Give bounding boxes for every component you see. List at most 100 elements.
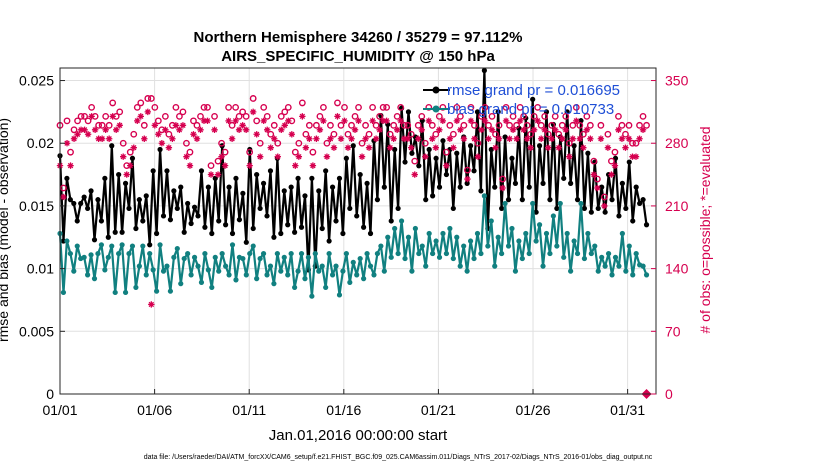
- rmse-point: [160, 213, 167, 219]
- evaluated-obs-point: [548, 135, 555, 142]
- evaluated-obs-point: [88, 113, 95, 120]
- possible-obs-point: [277, 112, 285, 120]
- evaluated-obs-point: [386, 144, 394, 151]
- evaluated-obs-point: [260, 117, 267, 125]
- possible-obs-point: [541, 112, 549, 120]
- bias-point: [102, 267, 108, 273]
- possible-obs-point: [471, 121, 478, 129]
- evaluated-obs-point: [629, 153, 636, 160]
- rmse-point: [367, 230, 374, 237]
- rmse-point: [357, 171, 363, 178]
- rmse-point: [457, 184, 463, 190]
- evaluated-obs-point: [457, 126, 464, 133]
- possible-obs-point: [214, 157, 222, 165]
- bias-point: [233, 277, 239, 283]
- evaluated-obs-point: [193, 135, 201, 142]
- bias-point: [88, 252, 94, 258]
- evaluated-obs-point: [204, 117, 211, 125]
- possible-obs-point: [186, 148, 194, 156]
- rmse-point: [295, 175, 301, 181]
- possible-obs-point: [260, 104, 268, 111]
- possible-obs-point: [116, 108, 124, 116]
- possible-obs-point: [369, 104, 376, 111]
- bias-point: [95, 250, 101, 257]
- evaluated-obs-point: [253, 131, 260, 138]
- possible-obs-point: [453, 104, 461, 111]
- evaluated-obs-point: [186, 162, 194, 169]
- rmse-point: [243, 239, 249, 245]
- evaluated-obs-point: [316, 126, 324, 133]
- evaluated-obs-point: [176, 126, 183, 133]
- rmse-point: [157, 146, 163, 153]
- rmse-point: [150, 168, 156, 174]
- possible-obs-point: [520, 112, 528, 120]
- x-tick-label: 01/01: [42, 402, 77, 418]
- rmse-point: [122, 180, 129, 186]
- rmse-point: [433, 155, 439, 161]
- bias-point: [191, 254, 198, 260]
- evaluated-obs-point: [516, 117, 524, 125]
- evaluated-obs-point: [299, 113, 306, 120]
- rmse-point: [505, 197, 512, 203]
- possible-obs-point: [499, 175, 506, 183]
- bias-point: [536, 222, 543, 228]
- possible-obs-point: [407, 130, 415, 138]
- bias-point: [430, 250, 436, 257]
- evaluated-obs-point: [478, 126, 485, 133]
- bias-point: [309, 293, 315, 299]
- rmse-point: [102, 175, 108, 181]
- y-axis-label: rmse and bias (model - observation): [0, 118, 11, 342]
- possible-obs-point: [88, 104, 96, 111]
- possible-obs-point: [320, 104, 327, 111]
- possible-obs-point: [555, 130, 563, 138]
- possible-obs-point: [597, 121, 605, 129]
- rmse-point: [188, 220, 194, 227]
- legend-bias-label: bias grand pr = 0.010733: [447, 101, 614, 118]
- rmse-point: [302, 193, 308, 199]
- bias-point: [281, 254, 287, 260]
- bias-point: [616, 263, 622, 269]
- bias-point: [361, 276, 367, 282]
- possible-obs-point: [625, 121, 633, 129]
- evaluated-obs-point: [172, 122, 180, 129]
- bias-point: [219, 250, 225, 257]
- rmse-point: [323, 168, 329, 174]
- y-right-axis-label: # of obs: o=possible; *=evaluated: [697, 126, 713, 333]
- evaluated-obs-point: [165, 144, 173, 151]
- evaluated-obs-point: [207, 171, 215, 178]
- bias-point: [619, 230, 625, 237]
- rmse-point: [571, 143, 577, 149]
- evaluated-obs-point: [162, 126, 169, 133]
- bias-point: [109, 243, 115, 249]
- possible-obs-point: [590, 157, 598, 165]
- x-axis-label: Jan.01,2016 00:00:00 start: [269, 427, 448, 444]
- bias-point: [316, 268, 322, 274]
- possible-obs-point: [77, 112, 85, 120]
- rmse-point: [250, 225, 256, 232]
- possible-obs-point: [102, 112, 110, 120]
- rmse-point: [126, 205, 132, 212]
- evaluated-obs-point: [450, 144, 457, 151]
- bias-point: [495, 234, 501, 240]
- rmse-point: [236, 217, 243, 223]
- legend: rmse grand pr = 0.016695 bias grand pr =…: [423, 82, 620, 118]
- bias-point: [633, 250, 639, 257]
- bias-point: [643, 272, 650, 278]
- evaluated-obs-point: [274, 153, 281, 160]
- evaluated-obs-point: [109, 113, 116, 120]
- evaluated-obs-point: [313, 135, 320, 142]
- rmse-point: [512, 180, 519, 186]
- bias-point: [461, 243, 467, 249]
- x-tick-label: 01/06: [137, 402, 172, 418]
- possible-obs-point: [302, 130, 310, 138]
- rmse-point: [329, 184, 336, 190]
- bias-point: [478, 250, 484, 257]
- evaluated-obs-point: [534, 117, 541, 125]
- possible-obs-point: [126, 148, 134, 156]
- rmse-point: [530, 96, 536, 102]
- bias-point: [319, 263, 325, 269]
- possible-obs-point: [274, 139, 282, 147]
- rmse-point: [499, 205, 505, 212]
- evaluated-obs-point: [246, 162, 253, 169]
- possible-obs-point: [464, 166, 471, 174]
